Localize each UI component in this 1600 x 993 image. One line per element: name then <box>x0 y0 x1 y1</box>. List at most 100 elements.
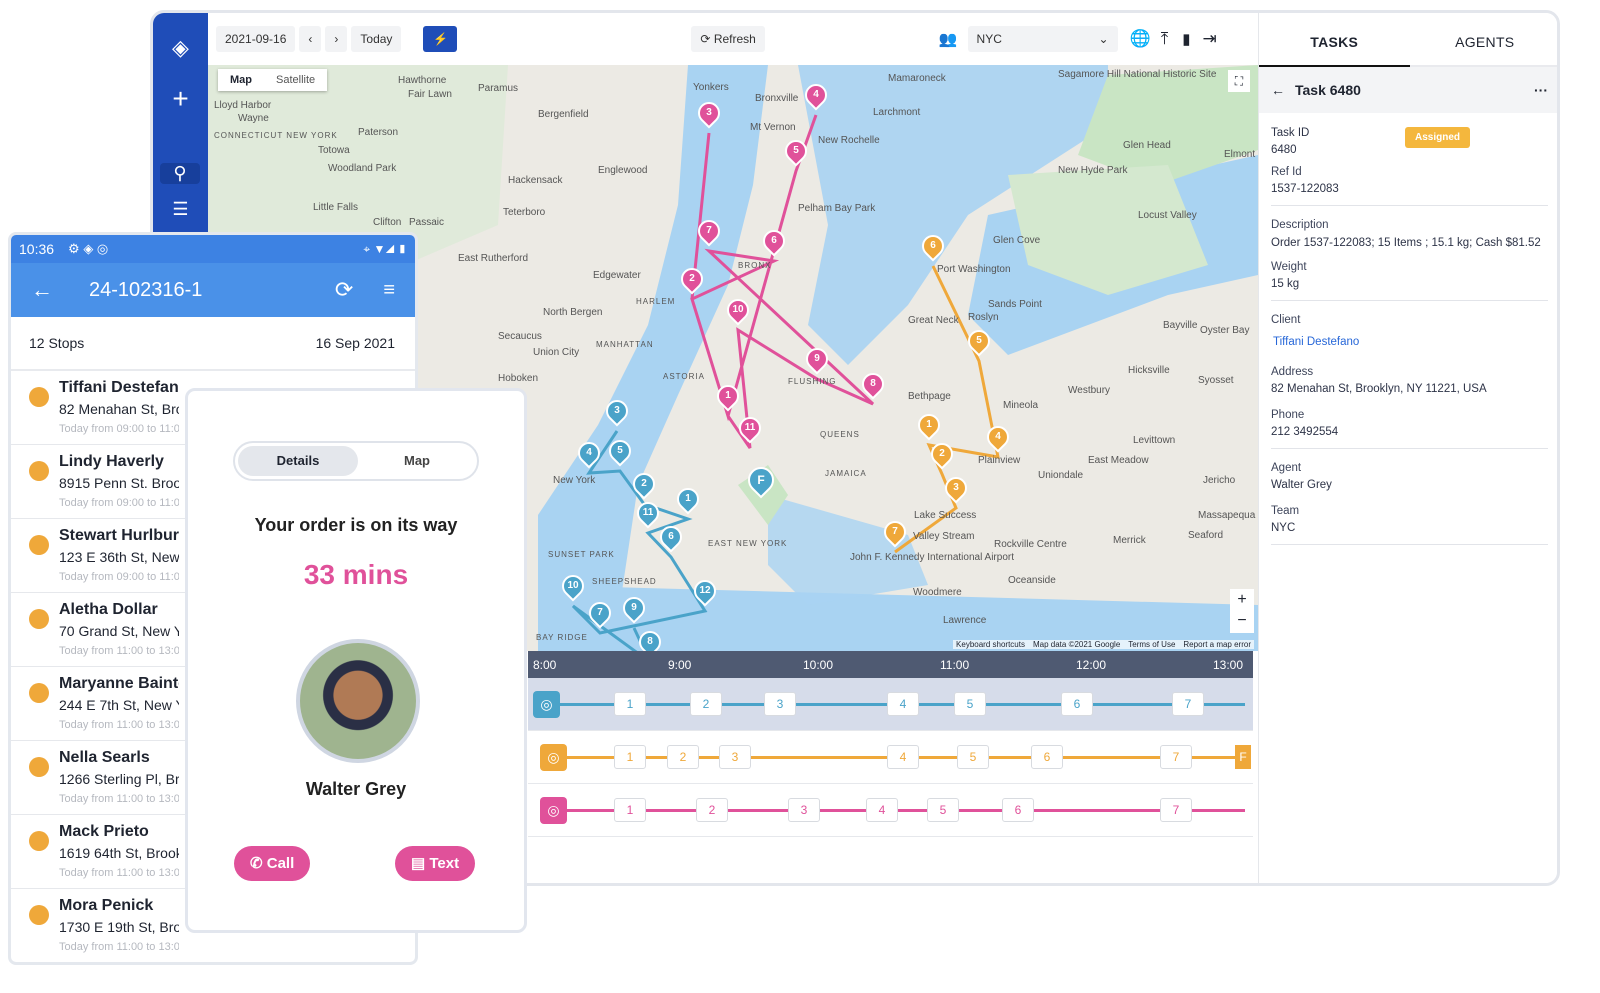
stop-list-item[interactable]: Mora Penick 1730 E 19th St, Brooklyn Today… <box>11 889 415 962</box>
report-error-link[interactable]: Report a map error <box>1183 640 1251 649</box>
stop-name: Tiffani Destefano <box>59 379 179 396</box>
map-place-label: Uniondale <box>1038 470 1084 481</box>
timeline-stop[interactable]: 4 <box>887 692 919 716</box>
map-place-label: Union City <box>533 347 580 358</box>
tab-map[interactable]: Map <box>404 453 430 468</box>
stop-address: 82 Menahan St, Brooklyn <box>59 401 179 417</box>
orange-route-line <box>894 265 1000 554</box>
timeline-stop[interactable]: 2 <box>667 745 699 769</box>
tab-tasks[interactable]: TASKS <box>1259 13 1410 67</box>
hour-label: 9:00 <box>668 658 692 672</box>
timeline-stop[interactable]: 1 <box>614 692 646 716</box>
more-icon[interactable]: ··· <box>1534 82 1548 98</box>
zoom-out-button[interactable]: − <box>1237 612 1247 629</box>
map-canvas <box>208 65 1258 651</box>
globe-icon[interactable]: 🌐 <box>1129 29 1151 48</box>
timeline-stop[interactable]: 4 <box>866 798 898 822</box>
timeline-stop[interactable]: 5 <box>927 798 959 822</box>
timeline-stop[interactable]: 7 <box>1172 692 1204 716</box>
app-header: ← 24-102316-1 ⟳ ≡ <box>11 263 415 317</box>
date-picker[interactable]: 2021-09-16 <box>216 26 296 52</box>
phone-icon: ✆ <box>250 855 267 872</box>
clock: 10:36 <box>19 241 55 257</box>
map-place-label: Lake Success <box>914 510 977 521</box>
timeline-stop[interactable]: 7 <box>1160 745 1192 769</box>
stop-time-window: Today from 09:00 to 11:00 <box>59 423 179 435</box>
terms-link[interactable]: Terms of Use <box>1128 640 1176 649</box>
task-list-icon[interactable]: ☰ <box>172 199 189 219</box>
route-icon[interactable]: ⚲ <box>160 163 200 184</box>
map-type-control: Map Satellite <box>218 69 328 91</box>
address-label: Address <box>1271 366 1314 378</box>
stop-address: 1266 Sterling Pl, Brooklyn <box>59 771 179 787</box>
map-place-label: New York <box>553 475 596 486</box>
timeline-stop[interactable]: 3 <box>719 745 751 769</box>
team-select[interactable]: NYC ⌄ <box>967 26 1118 52</box>
tab-details[interactable]: Details <box>238 446 358 476</box>
map-place-label: Wayne <box>238 113 269 124</box>
collapse-icon[interactable]: ⇥ <box>1202 29 1217 48</box>
settings-icon: ⚙ ◈ ◎ <box>68 241 109 256</box>
back-arrow-icon[interactable]: ← <box>31 277 53 302</box>
map-place-label: Fair Lawn <box>408 89 452 100</box>
map-place-label: Lloyd Harbor <box>214 100 272 111</box>
stop-name: Stewart Hurlburt <box>59 527 179 544</box>
status-dot <box>29 387 49 407</box>
client-link[interactable]: Tiffani Destefano <box>1273 336 1360 348</box>
call-button[interactable]: ✆ Call <box>234 846 311 881</box>
map-place-label: Yonkers <box>693 82 729 93</box>
timeline-stop[interactable]: 1 <box>614 745 646 769</box>
panel-icon[interactable]: ▮ <box>1182 31 1191 48</box>
depot-icon[interactable]: ◎ <box>540 797 567 824</box>
timeline-stop[interactable]: 7 <box>1160 798 1192 822</box>
map-place-label: JAMAICA <box>825 469 867 478</box>
timeline-stop[interactable]: 4 <box>887 745 919 769</box>
text-button[interactable]: ▤ Text <box>395 846 476 881</box>
timeline: 8:00 9:00 10:00 11:00 12:00 13:00 ◎ 1 2 3 4 5… <box>528 651 1253 841</box>
timeline-stop[interactable]: 2 <box>696 798 728 822</box>
optimize-button[interactable]: ⚡ <box>423 26 458 52</box>
keyboard-shortcuts-link[interactable]: Keyboard shortcuts <box>956 640 1025 649</box>
stop-name: Mora Penick <box>59 897 154 914</box>
refresh-icon[interactable]: ⟳ <box>334 277 354 302</box>
map-type-map[interactable]: Map <box>230 74 252 86</box>
timeline-stop[interactable]: 1 <box>614 798 646 822</box>
tab-agents[interactable]: AGENTS <box>1455 34 1515 50</box>
fullscreen-button[interactable]: ⛶ <box>1228 70 1250 92</box>
stop-list-item[interactable]: Maryanne Bainter 244 E 7th St, New York To… <box>11 667 415 741</box>
timeline-stop[interactable]: 5 <box>957 745 989 769</box>
prev-day-button[interactable]: ‹ <box>299 26 322 52</box>
add-icon[interactable]: + <box>172 83 189 114</box>
map-place-label: Hoboken <box>498 373 539 384</box>
depot-icon[interactable]: ◎ <box>533 691 560 718</box>
client-label: Client <box>1271 314 1301 326</box>
timeline-stop[interactable]: 2 <box>690 692 722 716</box>
map-place-label: Sands Point <box>988 299 1042 310</box>
upload-icon[interactable]: ⤒ <box>1160 29 1169 48</box>
map-place-label: New Rochelle <box>818 135 880 146</box>
filter-icon[interactable]: ≡ <box>383 278 395 301</box>
zoom-in-button[interactable]: + <box>1237 591 1247 608</box>
next-day-button[interactable]: › <box>325 26 348 52</box>
map-place-label: QUEENS <box>820 430 860 439</box>
depot-icon[interactable]: ◎ <box>540 744 567 771</box>
map-place-label: Paramus <box>478 83 519 94</box>
timeline-stop[interactable]: 3 <box>788 798 820 822</box>
timeline-stop[interactable]: 6 <box>1002 798 1034 822</box>
timeline-stop[interactable]: 6 <box>1061 692 1093 716</box>
map-place-label: Rockville Centre <box>994 539 1067 550</box>
layers-icon[interactable]: ◈ <box>172 35 189 60</box>
timeline-stop[interactable]: 3 <box>764 692 796 716</box>
timeline-stop[interactable]: 5 <box>954 692 986 716</box>
timeline-stop[interactable]: 6 <box>1031 745 1063 769</box>
map-type-satellite[interactable]: Satellite <box>276 74 316 86</box>
map[interactable]: Hawthorne Paramus Wayne Paterson Fair Lawn To… <box>208 65 1258 651</box>
back-arrow-icon[interactable]: ← <box>1271 82 1285 98</box>
stop-time-window: Today from 11:00 to 13:00 <box>59 719 179 731</box>
map-place-label: Massapequa <box>1198 510 1256 521</box>
map-place-label: Plainview <box>978 455 1021 466</box>
today-button[interactable]: Today <box>351 26 402 52</box>
refresh-button[interactable]: ⟳ Refresh <box>691 26 765 52</box>
zoom-control[interactable]: + − <box>1230 589 1254 633</box>
finish-marker[interactable]: F <box>1235 745 1251 769</box>
